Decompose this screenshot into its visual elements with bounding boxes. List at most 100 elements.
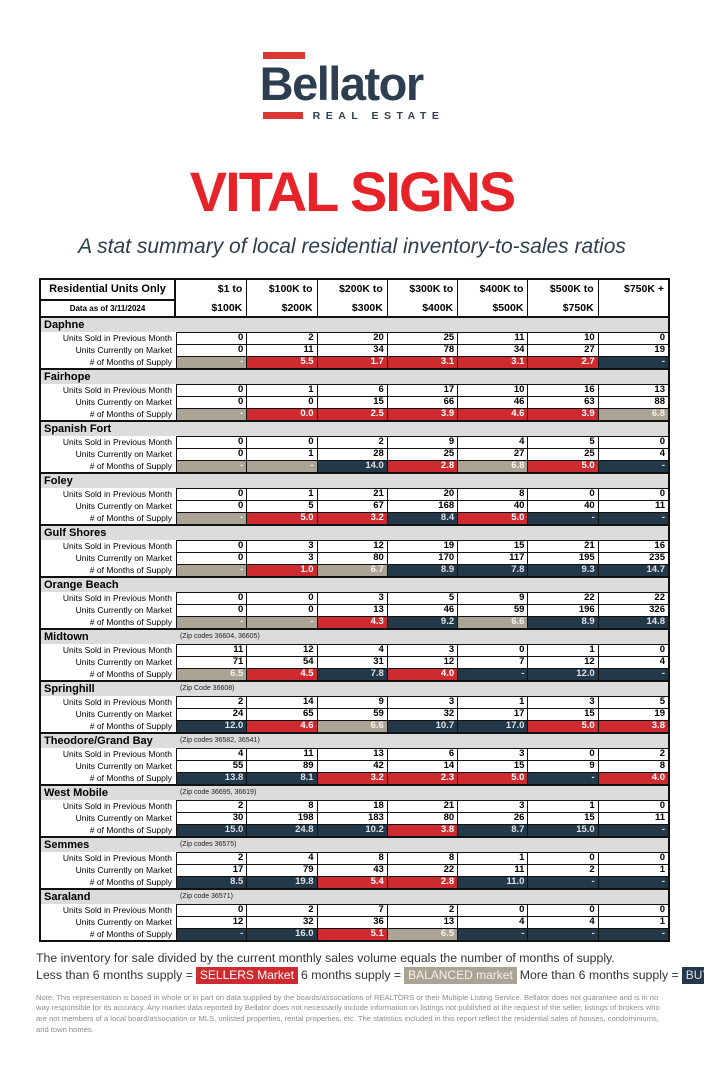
sold-cell: 14 bbox=[246, 695, 317, 708]
supply-cell: 6.5 bbox=[386, 927, 458, 940]
market-cell: 0 bbox=[246, 395, 317, 408]
price-column-header: $300K to $400K bbox=[386, 279, 457, 318]
supply-cell: 8.9 bbox=[386, 563, 458, 576]
row-label: Units Sold in Previous Month bbox=[62, 384, 172, 395]
row-label: # of Months of Supply bbox=[89, 356, 172, 367]
market-cell: 31 bbox=[316, 655, 387, 668]
region-block: Semmes (Zip codes 36575) Units Sold in Pre… bbox=[39, 837, 670, 890]
sold-cell: 6 bbox=[316, 383, 387, 396]
region-block: Orange Beach Units Sold in Previous Month… bbox=[39, 577, 670, 630]
region-block: Daphne Units Sold in Previous Month 0 2 20 25… bbox=[39, 317, 670, 370]
region-zip-codes: (Zip code 36695, 36619) bbox=[180, 788, 257, 796]
supply-cell: - bbox=[176, 355, 247, 368]
row-label: Units Sold in Previous Month bbox=[62, 436, 172, 447]
supply-cell: - bbox=[176, 563, 247, 576]
sold-cell: 3 bbox=[386, 643, 458, 656]
market-cell: 17 bbox=[176, 863, 247, 876]
market-cell: 32 bbox=[246, 915, 317, 928]
row-sold: Units Sold in Previous Month 0 1 21 20 8 0 0 bbox=[41, 487, 668, 500]
price-range-line1: $300K to bbox=[409, 282, 454, 295]
price-range-line2: $400K bbox=[422, 301, 454, 314]
market-cell: 17 bbox=[457, 707, 528, 720]
market-cell: 46 bbox=[386, 603, 458, 616]
supply-cell: 8.7 bbox=[457, 823, 528, 836]
supply-cell: 3.9 bbox=[527, 407, 598, 420]
supply-cell: - bbox=[457, 927, 528, 940]
region-block: Foley Units Sold in Previous Month 0 1 21 20 8… bbox=[39, 473, 670, 526]
row-market: Units Currently on Market 0 0 13 46 59 196 326 bbox=[41, 603, 668, 616]
price-range-line1: $400K to bbox=[479, 282, 524, 295]
market-cell: 0 bbox=[176, 551, 247, 564]
sold-cell: 0 bbox=[597, 435, 668, 448]
market-cell: 4 bbox=[597, 447, 668, 460]
supply-cell: 6.6 bbox=[457, 615, 528, 628]
sold-cell: 20 bbox=[386, 487, 458, 500]
supply-cell: - bbox=[597, 355, 668, 368]
corner-date: Data as of 3/11/2024 bbox=[69, 303, 146, 313]
region-block: Theodore/Grand Bay (Zip codes 36582, 3654… bbox=[39, 733, 670, 786]
row-supply: # of Months of Supply - -14.0 2.8 6.8 5.0- bbox=[41, 459, 668, 472]
region-block: Midtown (Zip codes 36604, 36605) Units Sol… bbox=[39, 629, 670, 682]
market-cell: 235 bbox=[597, 551, 668, 564]
row-label: Units Currently on Market bbox=[75, 812, 172, 823]
row-sold: Units Sold in Previous Month 0 2 7 2 0 0 0 bbox=[41, 903, 668, 916]
market-cell: 2 bbox=[527, 863, 598, 876]
row-market: Units Currently on Market 12 32 36 13 4 4 1 bbox=[41, 915, 668, 928]
sold-cell: 0 bbox=[176, 383, 247, 396]
sold-cell: 4 bbox=[457, 435, 528, 448]
market-cell: 196 bbox=[527, 603, 598, 616]
region-name: Springhill bbox=[44, 682, 95, 695]
price-range-line1: $750K + bbox=[623, 282, 664, 295]
sold-cell: 1 bbox=[527, 643, 598, 656]
row-market: Units Currently on Market 71 54 31 12 7 12 4 bbox=[41, 655, 668, 668]
sold-cell: 19 bbox=[386, 539, 458, 552]
supply-cell: 4.0 bbox=[597, 771, 668, 784]
region-name: Fairhope bbox=[44, 370, 91, 383]
row-label: Units Currently on Market bbox=[75, 760, 172, 771]
supply-cell: 5.0 bbox=[457, 771, 528, 784]
market-cell: 27 bbox=[527, 343, 598, 356]
supply-cell: - bbox=[176, 459, 247, 472]
region-block: Gulf Shores Units Sold in Previous Month 0… bbox=[39, 525, 670, 578]
supply-cell: 4.0 bbox=[386, 667, 458, 680]
region-block: Fairhope Units Sold in Previous Month 0 1 6 1… bbox=[39, 369, 670, 422]
market-cell: 32 bbox=[386, 707, 458, 720]
market-cell: 63 bbox=[527, 395, 598, 408]
region-name: Saraland bbox=[44, 890, 91, 903]
row-label: Units Sold in Previous Month bbox=[62, 904, 172, 915]
supply-cell: - bbox=[597, 927, 668, 940]
sold-cell: 0 bbox=[176, 331, 247, 344]
market-cell: 34 bbox=[316, 343, 387, 356]
supply-cell: 7.8 bbox=[316, 667, 387, 680]
inventory-table: Residential Units Only Data as of 3/11/2… bbox=[39, 277, 670, 942]
row-label: Units Currently on Market bbox=[75, 396, 172, 407]
legend-buyers-prefix: More than 6 months supply = bbox=[519, 968, 679, 983]
row-label: Units Sold in Previous Month bbox=[62, 696, 172, 707]
market-cell: 11 bbox=[457, 863, 528, 876]
row-label: # of Months of Supply bbox=[89, 928, 172, 939]
sold-cell: 2 bbox=[316, 435, 387, 448]
sold-cell: 3 bbox=[316, 591, 387, 604]
market-cell: 15 bbox=[316, 395, 387, 408]
price-column-header: $400K to $500K bbox=[457, 279, 527, 318]
sold-cell: 10 bbox=[457, 383, 528, 396]
region-name: Foley bbox=[44, 474, 73, 487]
supply-cell: 6.8 bbox=[457, 459, 528, 472]
sold-cell: 25 bbox=[386, 331, 458, 344]
region-name: Spanish Fort bbox=[44, 422, 112, 435]
region-name: Theodore/Grand Bay bbox=[44, 734, 153, 747]
sold-cell: 22 bbox=[527, 591, 598, 604]
supply-cell: - bbox=[246, 615, 317, 628]
market-cell: 11 bbox=[597, 499, 668, 512]
market-cell: 13 bbox=[316, 603, 387, 616]
row-sold: Units Sold in Previous Month 0 1 6 17 10 16 13 bbox=[41, 383, 668, 396]
row-supply: # of Months of Supply -16.0 5.1 6.5- - - bbox=[41, 927, 668, 940]
supply-cell: 12.0 bbox=[176, 719, 247, 732]
market-cell: 195 bbox=[527, 551, 598, 564]
region-header: Daphne bbox=[41, 317, 668, 332]
region-header: Fairhope bbox=[41, 369, 668, 384]
supply-cell: - bbox=[457, 667, 528, 680]
row-label: # of Months of Supply bbox=[89, 564, 172, 575]
market-cell: 19 bbox=[597, 343, 668, 356]
region-name: Semmes bbox=[44, 838, 90, 851]
